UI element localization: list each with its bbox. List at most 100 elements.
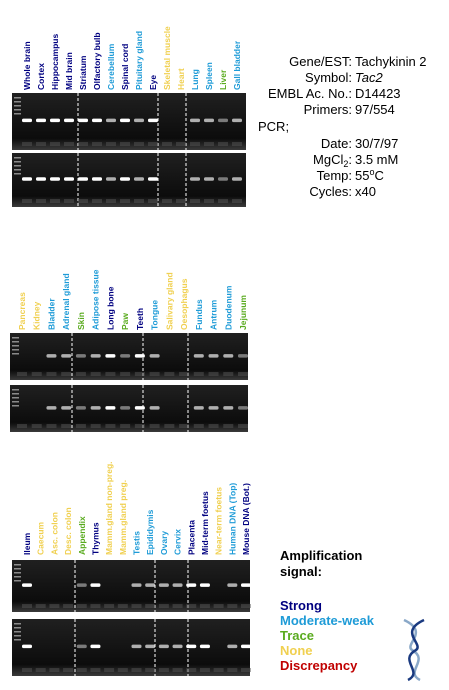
- gel: [10, 385, 248, 432]
- info-unit: C: [374, 168, 383, 183]
- primer-dimer: [117, 668, 128, 672]
- primer-dimer: [162, 199, 172, 203]
- primer-dimer: [78, 199, 88, 203]
- primer-dimer: [179, 424, 190, 428]
- ladder-band: [12, 397, 19, 399]
- primer-dimer: [106, 142, 116, 146]
- band: [46, 406, 57, 410]
- primer-dimer: [193, 424, 204, 428]
- ladder-band: [14, 572, 21, 574]
- ladder-band: [12, 353, 19, 355]
- lane-label: Salivary gland: [164, 272, 174, 330]
- primer-dimer: [120, 199, 130, 203]
- band: [50, 118, 60, 123]
- band: [36, 118, 46, 123]
- ladder-band: [12, 389, 19, 391]
- lane-label: Duodenum: [223, 285, 233, 330]
- lane-label: Skeletal muscle: [162, 26, 172, 90]
- primer-dimer: [35, 604, 46, 608]
- primer-dimer: [238, 424, 248, 428]
- ladder-band: [14, 101, 21, 103]
- primer-dimer: [176, 199, 186, 203]
- primer-dimer: [208, 424, 219, 428]
- band: [227, 644, 238, 649]
- gel-image: [12, 560, 250, 612]
- primer-dimer: [61, 424, 72, 428]
- band: [105, 406, 116, 410]
- band: [172, 644, 183, 649]
- band: [90, 354, 101, 358]
- band: [232, 118, 242, 123]
- primer-dimer: [46, 424, 57, 428]
- primer-dimer: [22, 142, 32, 146]
- info-label: MgCl: [313, 152, 343, 167]
- band: [75, 354, 86, 358]
- ladder-band: [12, 349, 19, 351]
- ladder-band: [14, 627, 21, 629]
- primer-dimer: [218, 199, 228, 203]
- band: [131, 583, 142, 587]
- primer-dimer: [120, 372, 131, 376]
- gel: [12, 93, 246, 150]
- primer-dimer: [75, 372, 86, 376]
- band: [232, 177, 242, 181]
- info-label: Cycles:: [309, 184, 352, 199]
- info-value: 97/554: [355, 102, 395, 117]
- band: [148, 118, 158, 123]
- info-value: 55oC: [355, 167, 384, 183]
- band: [158, 644, 169, 649]
- info-label: Symbol:: [305, 70, 352, 85]
- lane-label: Kidney: [32, 301, 42, 330]
- band: [92, 118, 102, 123]
- ladder-band: [12, 405, 19, 407]
- info-value: 30/7/97: [355, 136, 398, 151]
- band: [218, 118, 228, 123]
- band: [134, 406, 145, 410]
- primer-dimer: [227, 604, 238, 608]
- info-value: Tac2: [355, 70, 383, 85]
- band: [36, 177, 46, 181]
- band: [22, 118, 32, 123]
- primer-dimer: [105, 372, 116, 376]
- band: [61, 354, 72, 358]
- primer-dimer: [213, 604, 224, 608]
- primer-dimer: [36, 142, 46, 146]
- primer-dimer: [90, 424, 101, 428]
- ladder-band: [14, 568, 21, 570]
- band: [190, 177, 200, 181]
- ladder-band: [12, 393, 19, 395]
- panel: Pancreas Kidney Bladder Adrenal gland Skin Ad…: [10, 269, 248, 432]
- lane-label: Jejunum: [238, 295, 248, 330]
- lane-label: Mid-term foetus: [200, 491, 210, 555]
- lane-label: Hippocampus: [50, 34, 60, 90]
- lane-label: Skin: [76, 312, 86, 330]
- lane-label: Mouse DNA (Bot.): [241, 483, 251, 555]
- panel: Ileum Caecum Asc. colon Desc. colon Appendix…: [12, 462, 251, 676]
- info-label: MgCl2:: [313, 152, 352, 169]
- band: [78, 118, 88, 123]
- lane-label: Olfactory bulb: [92, 32, 102, 90]
- gel-image: [12, 619, 250, 676]
- primer-dimer: [92, 142, 102, 146]
- band: [76, 644, 87, 649]
- primer-dimer: [227, 668, 238, 672]
- lane-label: Gall bladder: [232, 40, 242, 90]
- band: [223, 406, 234, 410]
- ladder-band: [14, 165, 21, 167]
- band: [158, 583, 169, 587]
- band: [120, 354, 131, 358]
- band: [22, 644, 32, 649]
- legend-item: None: [280, 643, 313, 658]
- legend-item: Moderate-weak: [280, 613, 375, 628]
- primer-dimer: [17, 372, 27, 376]
- lane-label: Teeth: [135, 308, 145, 330]
- lane-label: Caecum: [36, 521, 46, 555]
- legend: Amplification signal: StrongModerate-wea…: [280, 548, 375, 673]
- ladder-band: [14, 576, 21, 578]
- lane-label: Tongue: [150, 300, 160, 330]
- band: [208, 406, 219, 410]
- primer-dimer: [36, 199, 46, 203]
- lane-label: Fundus: [194, 299, 204, 330]
- band: [218, 177, 228, 181]
- band: [186, 644, 197, 649]
